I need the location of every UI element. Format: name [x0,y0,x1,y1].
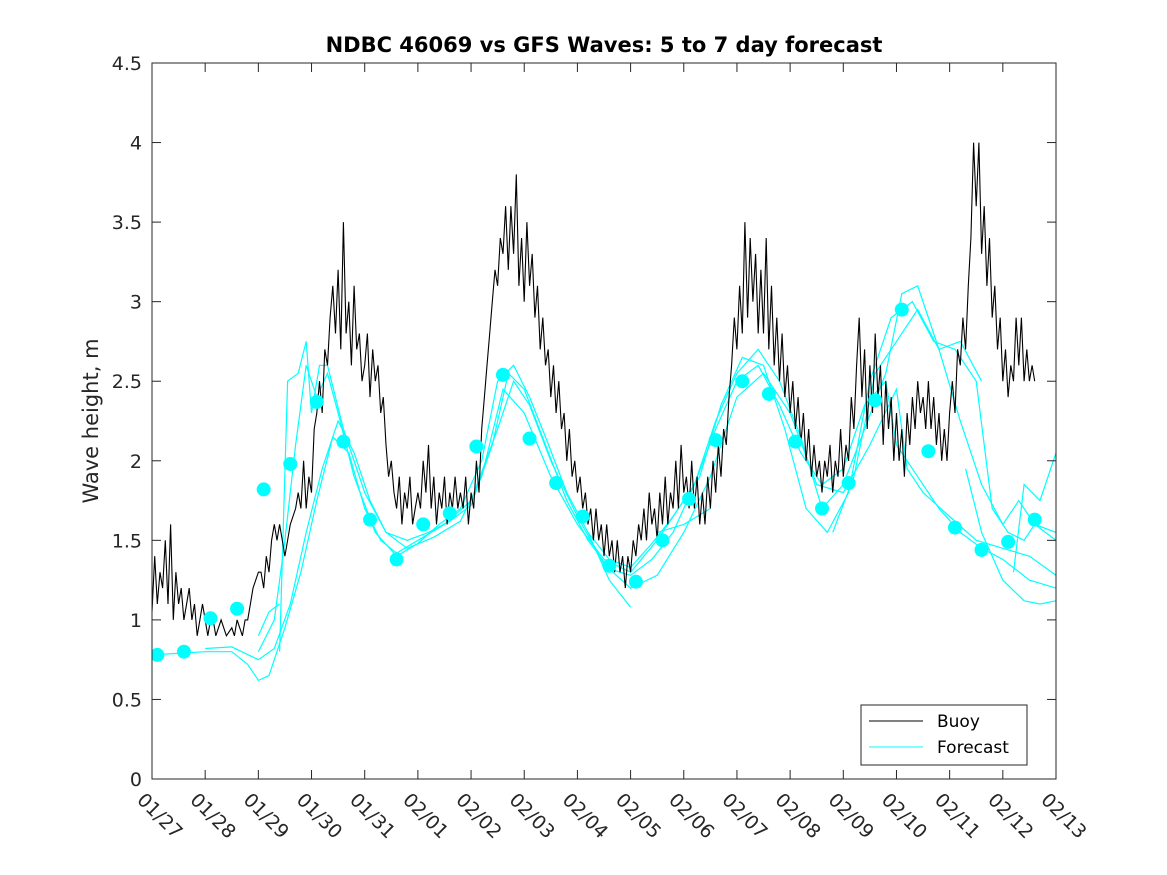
forecast-marker [203,611,218,626]
y-axis-label: Wave height, m [79,338,103,503]
forecast-marker [176,644,191,659]
legend: Buoy Forecast [860,704,1028,766]
y-tick-label: 3.5 [112,212,142,234]
y-tick-label: 0 [130,769,142,791]
legend-label-buoy: Buoy [937,712,980,732]
y-tick-label: 1.5 [112,530,142,552]
forecast-marker [947,520,962,535]
forecast-marker [389,552,404,567]
forecast-marker [152,647,165,662]
y-tick-label: 4 [130,133,142,155]
forecast-marker [761,386,776,401]
forecast-marker [655,533,670,548]
forecast-marker [416,517,431,532]
forecast-marker [363,512,378,527]
forecast-marker [815,501,830,516]
y-tick-label: 2.5 [112,371,142,393]
y-tick-label: 4.5 [112,53,142,75]
forecast-marker [735,374,750,389]
forecast-marker [628,574,643,589]
forecast-marker [575,509,590,524]
forecast-marker [256,482,271,497]
forecast-line-9 [257,603,280,637]
forecast-marker [602,558,617,573]
forecast-marker [1001,534,1016,549]
forecast-line-0 [152,372,1056,682]
forecast-marker [894,302,909,317]
plot-area [152,63,1056,779]
legend-label-forecast: Forecast [937,738,1009,758]
plot-frame [151,62,1057,780]
forecast-marker [841,476,856,491]
y-tick-label: 2 [130,451,142,473]
forecast-marker [522,431,537,446]
forecast-marker [309,394,324,409]
legend-box [860,704,1028,766]
forecast-marker [336,434,351,449]
forecast-line-8 [657,507,711,533]
forecast-line-5 [965,468,1056,605]
buoy-line [152,142,1036,638]
forecast-marker [921,444,936,459]
forecast-marker [442,506,457,521]
forecast-marker [708,433,723,448]
y-tick-label: 3 [130,292,142,314]
y-tick-label: 1 [130,610,142,632]
forecast-marker [549,476,564,491]
forecast-marker [788,434,803,449]
chart-title: NDBC 46069 vs GFS Waves: 5 to 7 day fore… [326,33,883,57]
forecast-marker [1027,512,1042,527]
forecast-marker [868,393,883,408]
forecast-marker [283,456,298,471]
forecast-line-4 [832,308,983,533]
series-layer [152,142,1056,682]
forecast-marker [495,367,510,382]
forecast-line-7 [587,532,632,608]
forecast-line-2 [257,284,1056,652]
forecast-marker [682,491,697,506]
y-axis: 0 0.5 1 1.5 2 2.5 3 3.5 4 4.5 [112,53,1056,791]
forecast-line-6 [1012,452,1056,573]
forecast-marker [469,439,484,454]
forecast-marker [974,542,989,557]
forecast-marker [230,601,245,616]
y-tick-label: 0.5 [112,689,142,711]
